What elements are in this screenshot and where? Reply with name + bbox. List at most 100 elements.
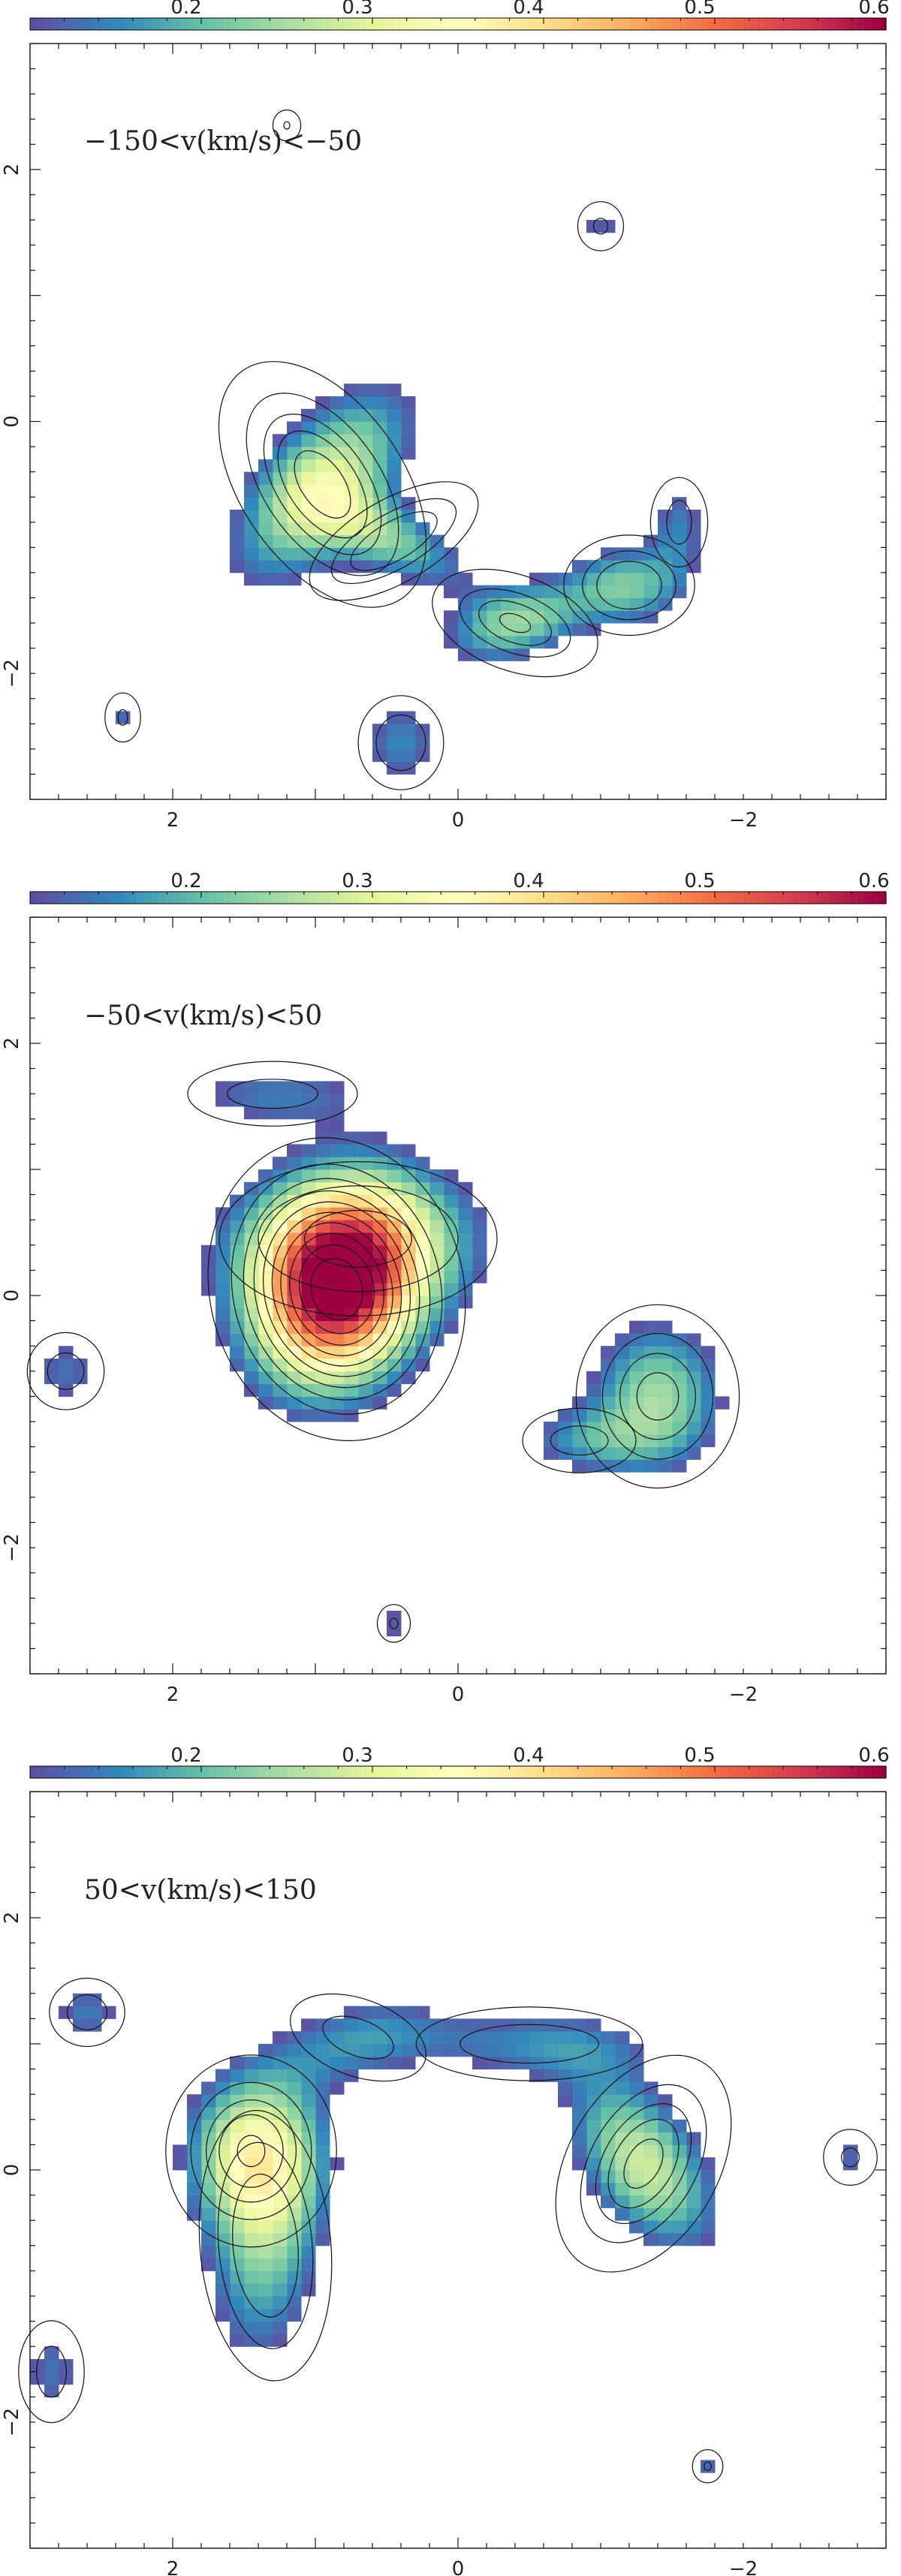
heatmap-cell: [287, 484, 302, 498]
heatmap-cell: [344, 1383, 359, 1397]
heatmap-cell: [315, 1308, 330, 1322]
heatmap-cell: [686, 1422, 701, 1435]
heatmap-cell: [415, 1194, 430, 1208]
heatmap-cell: [401, 522, 416, 536]
heatmap-cell: [44, 2359, 59, 2373]
heatmap-cell: [658, 2157, 673, 2171]
heatmap-cell: [601, 1396, 616, 1410]
heatmap-cell: [601, 1459, 616, 1473]
contour-line: [619, 1353, 696, 1440]
heatmap-cell: [529, 635, 544, 649]
heatmap-cell: [173, 2144, 188, 2158]
heatmap-cell: [258, 2069, 273, 2082]
colorbar-segment: [544, 892, 552, 904]
heatmap-cell: [387, 1257, 402, 1271]
heatmap-cell: [615, 2182, 630, 2196]
heatmap-cell: [601, 2195, 616, 2208]
colorbar-segment: [422, 1766, 430, 1778]
contour-line: [263, 1201, 411, 1377]
heatmap-cell: [273, 1270, 288, 1283]
colorbar-segment: [686, 18, 695, 30]
heatmap-cell: [358, 1207, 373, 1220]
heatmap-cell: [458, 648, 473, 661]
colorbar-segment: [372, 18, 381, 30]
heatmap-cell: [401, 1144, 416, 1157]
heatmap-cell: [358, 2044, 373, 2057]
heatmap-cell: [287, 1383, 302, 1397]
heatmap-cell: [273, 572, 288, 586]
heatmap-cell: [601, 572, 616, 586]
heatmap-cell: [287, 547, 302, 561]
heatmap-cell: [672, 1333, 687, 1347]
heatmap-cell: [372, 748, 387, 763]
heatmap-cell: [273, 2296, 288, 2310]
heatmap-cell: [643, 1383, 658, 1397]
contour-line: [218, 2114, 284, 2188]
heatmap-cell: [301, 1094, 316, 1107]
heatmap-cell: [59, 2006, 74, 2019]
heatmap-cell: [73, 1993, 88, 2007]
heatmap-cell: [358, 1244, 373, 1259]
heatmap-cell: [230, 2069, 245, 2082]
heatmap-cell: [301, 434, 316, 447]
colorbar-segment: [144, 18, 152, 30]
heatmap-cell: [643, 547, 658, 561]
heatmap-cell: [258, 2056, 273, 2070]
heatmap-cell: [330, 2081, 345, 2095]
heatmap-cell: [415, 1346, 430, 1359]
heatmap-cell: [230, 560, 245, 573]
heatmap-cell: [629, 2144, 644, 2158]
heatmap-cell: [615, 2144, 630, 2158]
heatmap-cell: [258, 2132, 273, 2145]
colorbar-segment: [836, 892, 844, 904]
heatmap-cell: [215, 2283, 231, 2297]
colorbar-segment: [108, 1766, 116, 1778]
colorbar-segment: [208, 18, 216, 30]
heatmap-cell: [315, 1081, 330, 1094]
colorbar-segment: [101, 18, 110, 30]
colorbar-segment: [493, 892, 502, 904]
heatmap-cell: [615, 2207, 630, 2221]
heatmap-cell: [387, 408, 402, 422]
heatmap-cell: [201, 2207, 216, 2221]
heatmap-cell: [287, 421, 302, 435]
heatmap-cell: [330, 1359, 345, 1372]
heatmap-cell: [87, 2006, 102, 2019]
y-tick-label: −2: [1, 659, 23, 688]
colorbar-segment: [258, 1766, 267, 1778]
heatmap-cell: [173, 2157, 188, 2171]
contour-line: [596, 561, 662, 610]
heatmap-cell: [572, 560, 587, 573]
colorbar-segment: [493, 18, 502, 30]
heatmap-cell: [244, 2132, 259, 2145]
heatmap-cell: [301, 2132, 316, 2145]
colorbar-segment: [615, 1766, 623, 1778]
heatmap-cell: [387, 1371, 402, 1385]
colorbar-tick-label: 0.2: [170, 1744, 201, 1767]
heatmap-cell: [301, 497, 316, 510]
heatmap-cell: [444, 2031, 459, 2045]
colorbar-segment: [344, 892, 352, 904]
contour-line: [375, 714, 426, 772]
heatmap-cell: [358, 484, 373, 498]
heatmap-cell: [558, 2031, 573, 2045]
heatmap-cell: [287, 1094, 302, 1107]
heatmap-cell: [244, 2119, 259, 2133]
heatmap-cell: [572, 1422, 587, 1435]
heatmap-cell: [444, 1194, 459, 1208]
heatmap-cell: [358, 1396, 373, 1410]
colorbar: 0.2 0.3 0.4 0.5 0.6: [29, 1744, 890, 1779]
heatmap-cell: [701, 2157, 716, 2171]
colorbar-segment: [501, 892, 509, 904]
colorbar-segment: [629, 18, 637, 30]
heatmap-cell: [472, 2018, 487, 2032]
heatmap-cell: [572, 2056, 587, 2070]
colorbar-segment: [878, 18, 887, 30]
heatmap-cell: [187, 2195, 202, 2208]
heatmap-cell: [558, 2094, 573, 2108]
heatmap-cell: [344, 434, 359, 447]
heatmap-cell: [444, 1257, 459, 1271]
heatmap-cell: [244, 2207, 259, 2221]
contour-line: [47, 1352, 85, 1390]
colorbar-segment: [122, 892, 131, 904]
